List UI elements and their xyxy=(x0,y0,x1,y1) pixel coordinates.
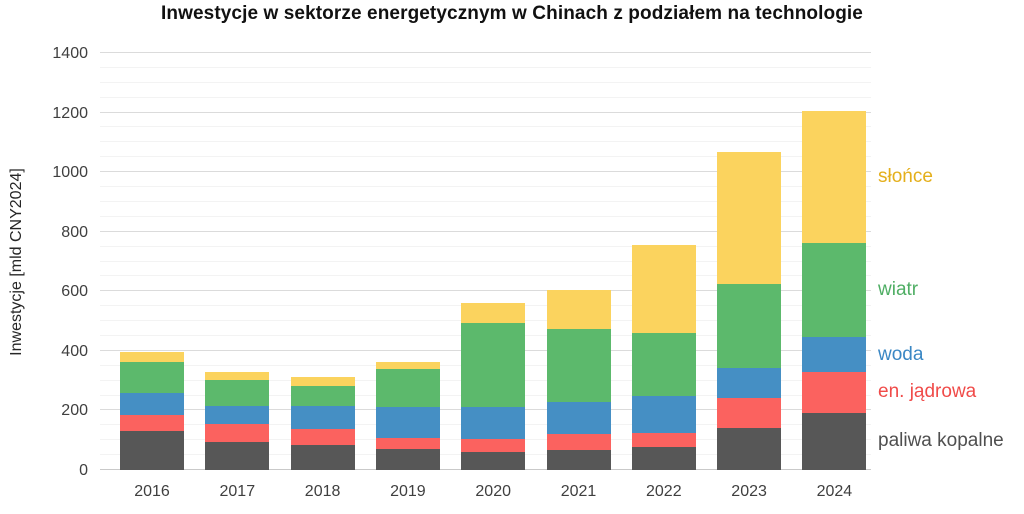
x-axis-tick-label-2022: 2022 xyxy=(646,483,682,500)
bar-segment-2023-słońce xyxy=(717,151,782,284)
gridline-1150 xyxy=(100,126,871,128)
gridline-1050 xyxy=(100,156,871,158)
gridline-600 xyxy=(100,290,871,292)
gridline-750 xyxy=(100,245,871,247)
bar-segment-2020-paliwa-kopalne xyxy=(461,451,526,470)
bar-segment-2021-en-jądrowa xyxy=(546,434,611,451)
bar-segment-2024-woda xyxy=(802,336,867,373)
bar-segment-2019-wiatr xyxy=(375,368,440,408)
bar-segment-2020-woda xyxy=(461,406,526,440)
bar-segment-2023-wiatr xyxy=(717,283,782,368)
legend-label-en-jądrowa: en. jądrowa xyxy=(878,381,977,403)
bar-segment-2024-wiatr xyxy=(802,243,867,337)
bar-segment-2021-wiatr xyxy=(546,328,611,402)
x-axis-tick-label-2018: 2018 xyxy=(304,483,341,500)
bar-segment-2024-en-jądrowa xyxy=(802,372,867,413)
x-axis-tick-label-2016: 2016 xyxy=(134,483,170,500)
gridline-1250 xyxy=(100,96,871,98)
bar-segment-2018-słońce xyxy=(290,377,355,386)
y-axis-tick-label-1000: 1000 xyxy=(52,164,88,182)
bar-segment-2019-woda xyxy=(375,407,440,438)
bar-segment-2016-woda xyxy=(120,393,184,415)
bar-segment-2024-słońce xyxy=(802,110,867,244)
bar-segment-2016-słońce xyxy=(120,352,184,362)
bar-segment-2020-słońce xyxy=(461,302,526,323)
x-axis-tick-label-2023: 2023 xyxy=(731,483,767,500)
gridline-1300 xyxy=(100,81,871,83)
bar-segment-2022-woda xyxy=(631,396,696,434)
bar-segment-2021-słońce xyxy=(546,289,611,329)
bar-segment-2021-paliwa-kopalne xyxy=(546,450,611,470)
bar-segment-2022-paliwa-kopalne xyxy=(631,447,696,470)
plot-area: 2016 2017 2018 2019 2020 2021 2022 2023 2024 xyxy=(100,52,871,500)
x-axis-tick-label-2020: 2020 xyxy=(475,483,511,500)
bar-segment-2016-en-jądrowa xyxy=(120,414,184,431)
legend-label-woda: woda xyxy=(878,343,924,365)
bar-segment-2016-wiatr xyxy=(120,361,184,394)
bar-segment-2023-en-jądrowa xyxy=(717,397,782,429)
gridline-950 xyxy=(100,186,871,188)
bar-segment-2017-paliwa-kopalne xyxy=(205,442,270,470)
gridline-850 xyxy=(100,215,871,217)
bar-segment-2019-słońce xyxy=(375,362,440,369)
bar-segment-2020-wiatr xyxy=(461,322,526,407)
gridline-650 xyxy=(100,275,871,277)
gridline-700 xyxy=(100,260,871,262)
gridline-1200 xyxy=(100,111,871,113)
gridline-900 xyxy=(100,200,871,202)
bar-segment-2022-słońce xyxy=(631,245,696,333)
y-axis-tick-label-0: 0 xyxy=(79,462,88,479)
legend-label-wiatr: wiatr xyxy=(878,279,919,301)
y-axis-tick-label-1400: 1400 xyxy=(52,45,88,62)
y-axis-tick-label-600: 600 xyxy=(61,283,88,301)
y-axis-tick-label-1200: 1200 xyxy=(52,104,88,122)
bar-segment-2017-wiatr xyxy=(205,380,270,406)
legend-label-słońce: słońce xyxy=(878,166,933,188)
bar-segment-2023-paliwa-kopalne xyxy=(717,428,782,470)
gridline-1400 xyxy=(100,52,871,53)
bar-segment-2022-wiatr xyxy=(631,332,696,397)
gridline-800 xyxy=(100,230,871,232)
x-axis-tick-label-2021: 2021 xyxy=(560,483,597,500)
legend-label-paliwa-kopalne: paliwa kopalne xyxy=(878,430,1004,452)
gridline-1100 xyxy=(100,141,871,143)
y-axis-tick-label-200: 200 xyxy=(61,402,88,420)
chart-title: Inwestycje w sektorze energetycznym w Ch… xyxy=(161,3,863,24)
bar-segment-2024-paliwa-kopalne xyxy=(802,412,867,470)
bar-segment-2018-wiatr xyxy=(290,385,355,406)
bar-segment-2019-en-jądrowa xyxy=(375,437,440,450)
gridline-1000 xyxy=(100,171,871,173)
bar-segment-2018-woda xyxy=(290,405,355,430)
bar-segment-2020-en-jądrowa xyxy=(461,439,526,452)
bar-segment-2023-woda xyxy=(717,367,782,398)
y-axis-title: Inwestycje [mld CNY2024] xyxy=(8,168,25,356)
x-axis-tick-label-2024: 2024 xyxy=(816,483,853,500)
bar-segment-2018-en-jądrowa xyxy=(290,429,355,445)
bar-segment-2017-słońce xyxy=(205,371,270,381)
bar-segment-2017-en-jądrowa xyxy=(205,424,270,443)
bar-segment-2017-woda xyxy=(205,405,270,425)
bar-segment-2022-en-jądrowa xyxy=(631,433,696,448)
bar-segment-2016-paliwa-kopalne xyxy=(120,430,184,470)
y-axis-tick-label-400: 400 xyxy=(61,342,88,360)
bar-segment-2018-paliwa-kopalne xyxy=(290,444,355,470)
y-axis-tick-label-800: 800 xyxy=(61,223,88,241)
bar-segment-2019-paliwa-kopalne xyxy=(375,449,440,470)
gridline-1350 xyxy=(100,66,871,68)
x-axis-tick-label-2017: 2017 xyxy=(219,483,256,500)
x-axis-tick-label-2019: 2019 xyxy=(390,483,426,500)
bar-segment-2021-woda xyxy=(546,401,611,435)
